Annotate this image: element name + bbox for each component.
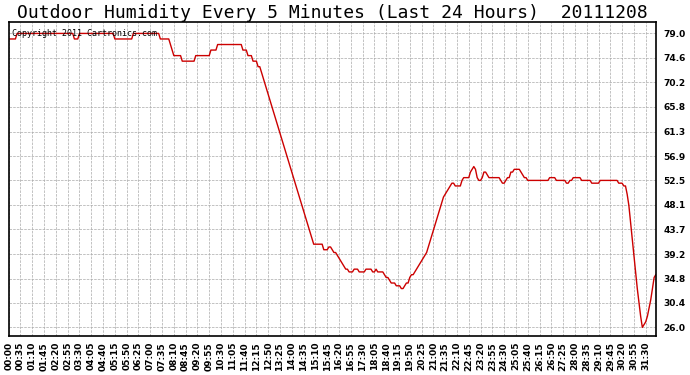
Text: Copyright 2011 Cartronics.com: Copyright 2011 Cartronics.com [12, 28, 157, 38]
Title: Outdoor Humidity Every 5 Minutes (Last 24 Hours)  20111208: Outdoor Humidity Every 5 Minutes (Last 2… [17, 4, 648, 22]
